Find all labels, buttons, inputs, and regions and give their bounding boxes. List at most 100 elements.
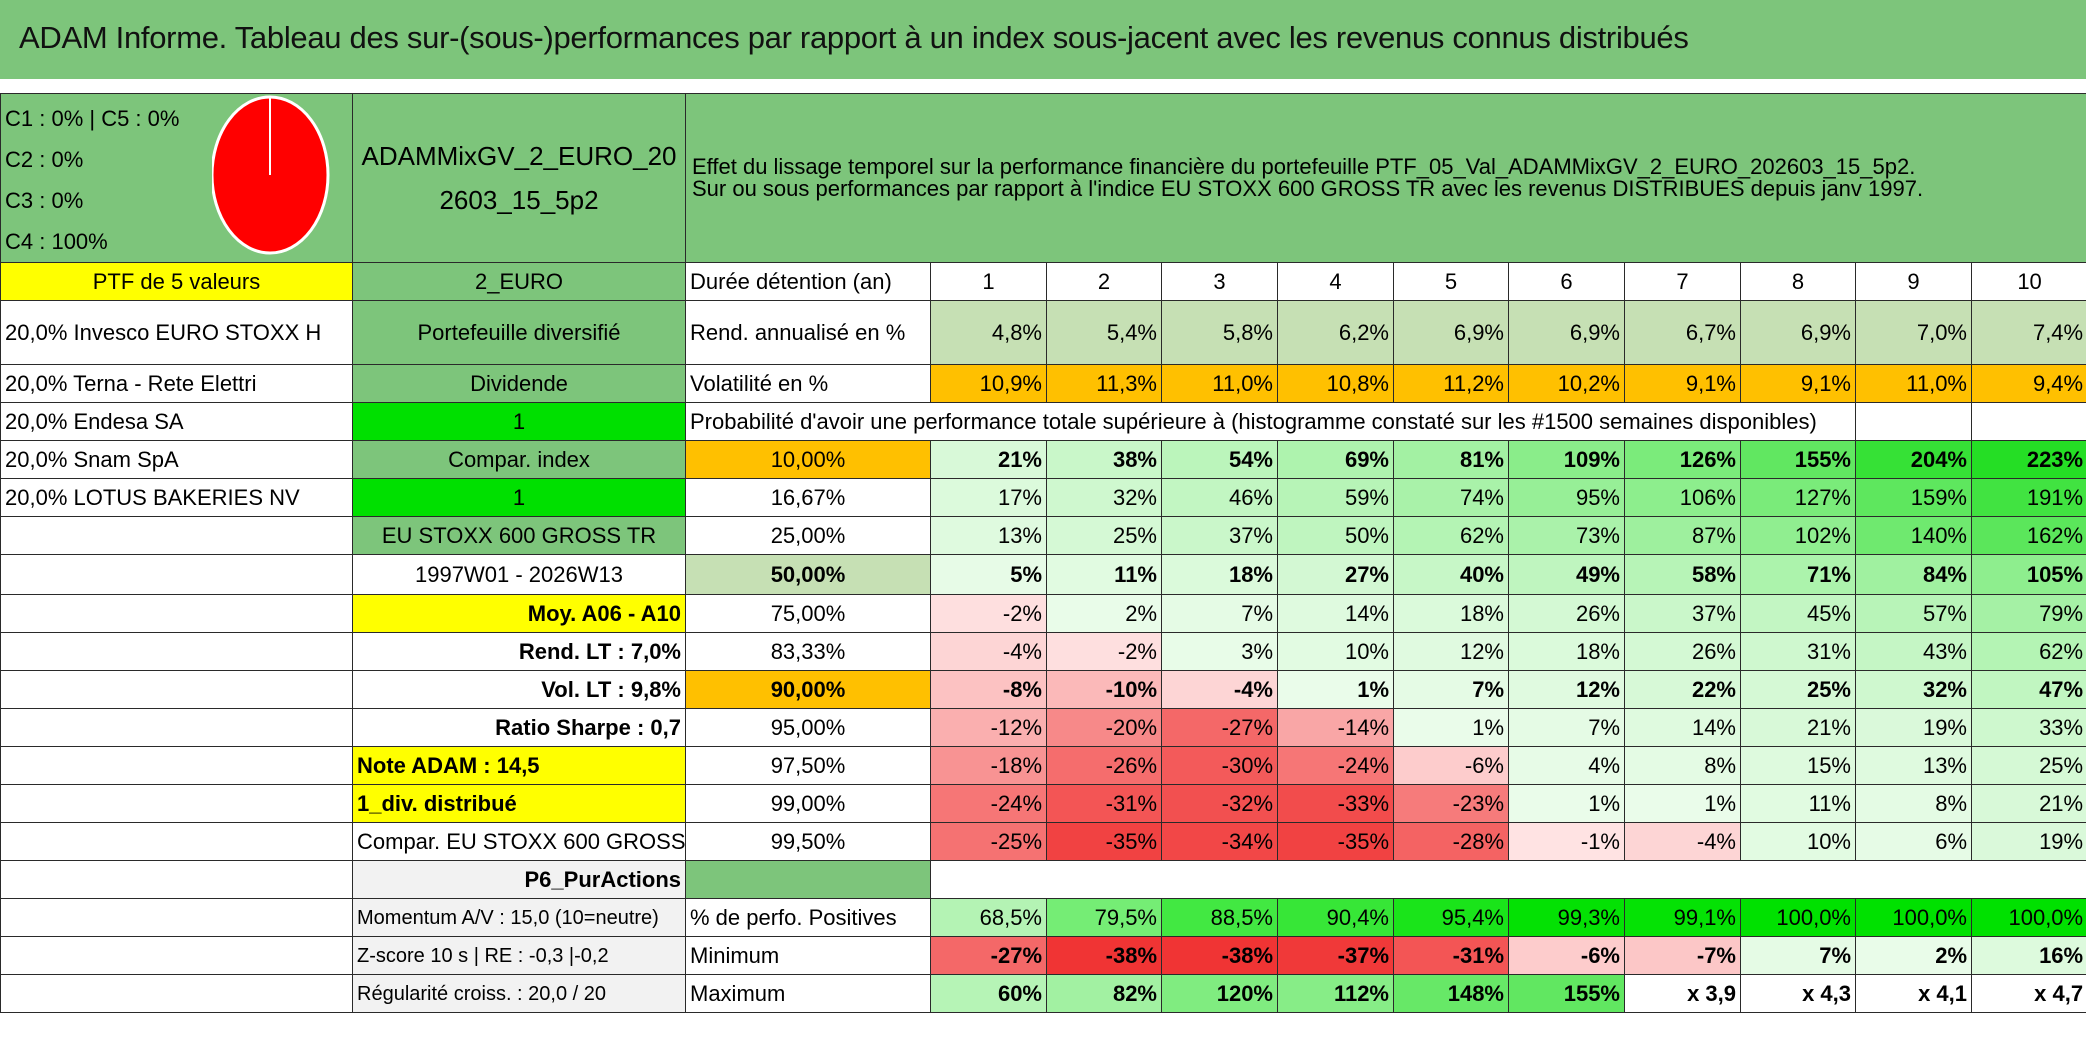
quantile-label: 25,00% — [685, 516, 931, 555]
quantile-value: 7% — [1393, 670, 1509, 709]
quantile-value: -6% — [1393, 746, 1509, 785]
note-adam-label: Note ADAM : 14,5 — [352, 746, 686, 785]
quantile-value: 25% — [1970, 746, 2086, 785]
empty-cell — [0, 708, 353, 747]
quantile-value: 204% — [1855, 440, 1972, 479]
quantile-value: -10% — [1046, 670, 1162, 709]
quantile-value: 71% — [1740, 554, 1856, 595]
maximum-value: x 3,9 — [1624, 974, 1741, 1013]
class-line: C2 : 0% — [5, 147, 84, 172]
header-line-1: Effet du lissage temporel sur la perform… — [692, 154, 1916, 179]
quantile-value: 95% — [1508, 478, 1625, 517]
positive-value: 79,5% — [1046, 898, 1162, 937]
empty-cell — [0, 898, 353, 937]
sharpe-label: Ratio Sharpe : 0,7 — [352, 708, 686, 747]
quantile-value: -1% — [1508, 822, 1625, 861]
quantile-value: 32% — [1855, 670, 1972, 709]
quantile-value: 1% — [1393, 708, 1509, 747]
year-header: 2 — [1046, 262, 1162, 301]
quantile-value: 49% — [1508, 554, 1625, 595]
header-description: Effet du lissage temporel sur la perform… — [684, 93, 2086, 263]
quantile-value: 5% — [930, 554, 1047, 595]
positive-value: 90,4% — [1277, 898, 1394, 937]
report-title: ADAM Informe. Tableau des sur-(sous-)per… — [19, 20, 1689, 55]
quantile-label: 50,00% — [685, 554, 931, 595]
quantile-label: 97,50% — [685, 746, 931, 785]
quantile-value: 74% — [1393, 478, 1509, 517]
empty-cell — [0, 936, 353, 975]
years-row: PTF de 5 valeurs 2_EURO Durée détention (a… — [0, 262, 2086, 301]
quantile-row: Ratio Sharpe : 0,7 95,00% -12% -20% -27% -14%… — [0, 708, 2086, 747]
quantile-value: 47% — [1970, 670, 2086, 709]
quantile-value: -35% — [1046, 822, 1162, 861]
class-line: C4 : 100% — [5, 229, 108, 254]
quantile-value: 8% — [1624, 746, 1741, 785]
quantile-value: -8% — [930, 670, 1047, 709]
minimum-value: 2% — [1855, 936, 1972, 975]
maximum-value: 148% — [1393, 974, 1509, 1013]
year-header: 4 — [1277, 262, 1394, 301]
momentum-label: Momentum A/V : 15,0 (10=neutre) — [352, 898, 686, 937]
quantile-value: -26% — [1046, 746, 1162, 785]
quantile-value: 21% — [1740, 708, 1856, 747]
quantile-row: EU STOXX 600 GROSS TR 25,00% 13% 25% 37% 50% 6… — [0, 516, 2086, 555]
vol-value: 11,2% — [1393, 364, 1509, 403]
quantile-value: 21% — [1970, 784, 2086, 823]
minimum-value: -7% — [1624, 936, 1741, 975]
quantile-value: 43% — [1855, 632, 1972, 671]
minimum-value: -31% — [1393, 936, 1509, 975]
quantile-row: 1997W01 - 2026W13 50,00% 5% 11% 18% 27% 40% 49%… — [0, 554, 2086, 595]
holding-item: 20,0% Invesco EURO STOXX H — [0, 300, 353, 365]
quantile-value: 1% — [1277, 670, 1394, 709]
quantile-value: 159% — [1855, 478, 1972, 517]
ptf-label: PTF de 5 valeurs — [0, 262, 353, 301]
quantile-value: 27% — [1277, 554, 1394, 595]
quantile-value: 62% — [1970, 632, 2086, 671]
quantile-value: -31% — [1046, 784, 1162, 823]
dividend-value: 1 — [352, 402, 686, 441]
quantile-row: Rend. LT : 7,0% 83,33% -4% -2% 3% 10% 12% 18% 26… — [0, 632, 2086, 671]
rend-value: 4,8% — [930, 300, 1047, 365]
positive-value: 68,5% — [930, 898, 1047, 937]
quantile-value: 11% — [1046, 554, 1162, 595]
positives-row: Momentum A/V : 15,0 (10=neutre)% de perf… — [0, 898, 2086, 937]
p6-row: P6_PurActions — [0, 860, 2086, 899]
compar-value: 1 — [352, 478, 686, 517]
quantile-value: -30% — [1161, 746, 1278, 785]
year-header: 5 — [1393, 262, 1509, 301]
maximum-value: 120% — [1161, 974, 1278, 1013]
vol-row: 20,0% Terna - Rete Elettri Dividende Volat… — [0, 364, 2086, 403]
maximum-value: x 4,3 — [1740, 974, 1856, 1013]
quantile-value: 3% — [1161, 632, 1278, 671]
header-row: C1 : 0% | C5 : 0% C2 : 0% C3 : 0% C4 : 1… — [0, 93, 2086, 263]
vol-lt-label: Vol. LT : 9,8% — [352, 670, 686, 709]
compar-label: Compar. index — [352, 440, 686, 479]
quantile-row: Note ADAM : 14,5 97,50% -18% -26% -30% -24% -6… — [0, 746, 2086, 785]
quantile-label: 90,00% — [685, 670, 931, 709]
vol-value: 9,4% — [1970, 364, 2086, 403]
quantile-value: -2% — [930, 594, 1047, 633]
portfolio-code: ADAMMixGV_2_EURO_202603_15_5p2 — [352, 93, 686, 263]
quantile-value: 33% — [1970, 708, 2086, 747]
quantile-value: 32% — [1046, 478, 1162, 517]
maximum-value: x 4,7 — [1970, 974, 2086, 1013]
empty-cell — [0, 554, 353, 595]
quantile-value: 8% — [1855, 784, 1972, 823]
moy-label: Moy. A06 - A10 — [352, 594, 686, 633]
quantile-row: Compar. EU STOXX 600 GROSS TR 99,50% -25% -… — [0, 822, 2086, 861]
quantile-value: -4% — [930, 632, 1047, 671]
positive-value: 88,5% — [1161, 898, 1278, 937]
quantile-value: 10% — [1740, 822, 1856, 861]
quantile-value: 7% — [1161, 594, 1278, 633]
quantile-value: 73% — [1508, 516, 1625, 555]
quantile-value: 31% — [1740, 632, 1856, 671]
positive-value: 99,1% — [1624, 898, 1741, 937]
rend-row: 20,0% Invesco EURO STOXX H Portefeuille d… — [0, 300, 2086, 365]
empty-cell — [0, 974, 353, 1013]
rend-value: 6,7% — [1624, 300, 1741, 365]
quantile-value: -32% — [1161, 784, 1278, 823]
period-label: 1997W01 - 2026W13 — [352, 554, 686, 595]
holding-item: 20,0% LOTUS BAKERIES NV — [0, 478, 353, 517]
class-line: C1 : 0% | C5 : 0% — [5, 106, 180, 131]
zscore-label: Z-score 10 s | RE : -0,3 |-0,2 — [352, 936, 686, 975]
